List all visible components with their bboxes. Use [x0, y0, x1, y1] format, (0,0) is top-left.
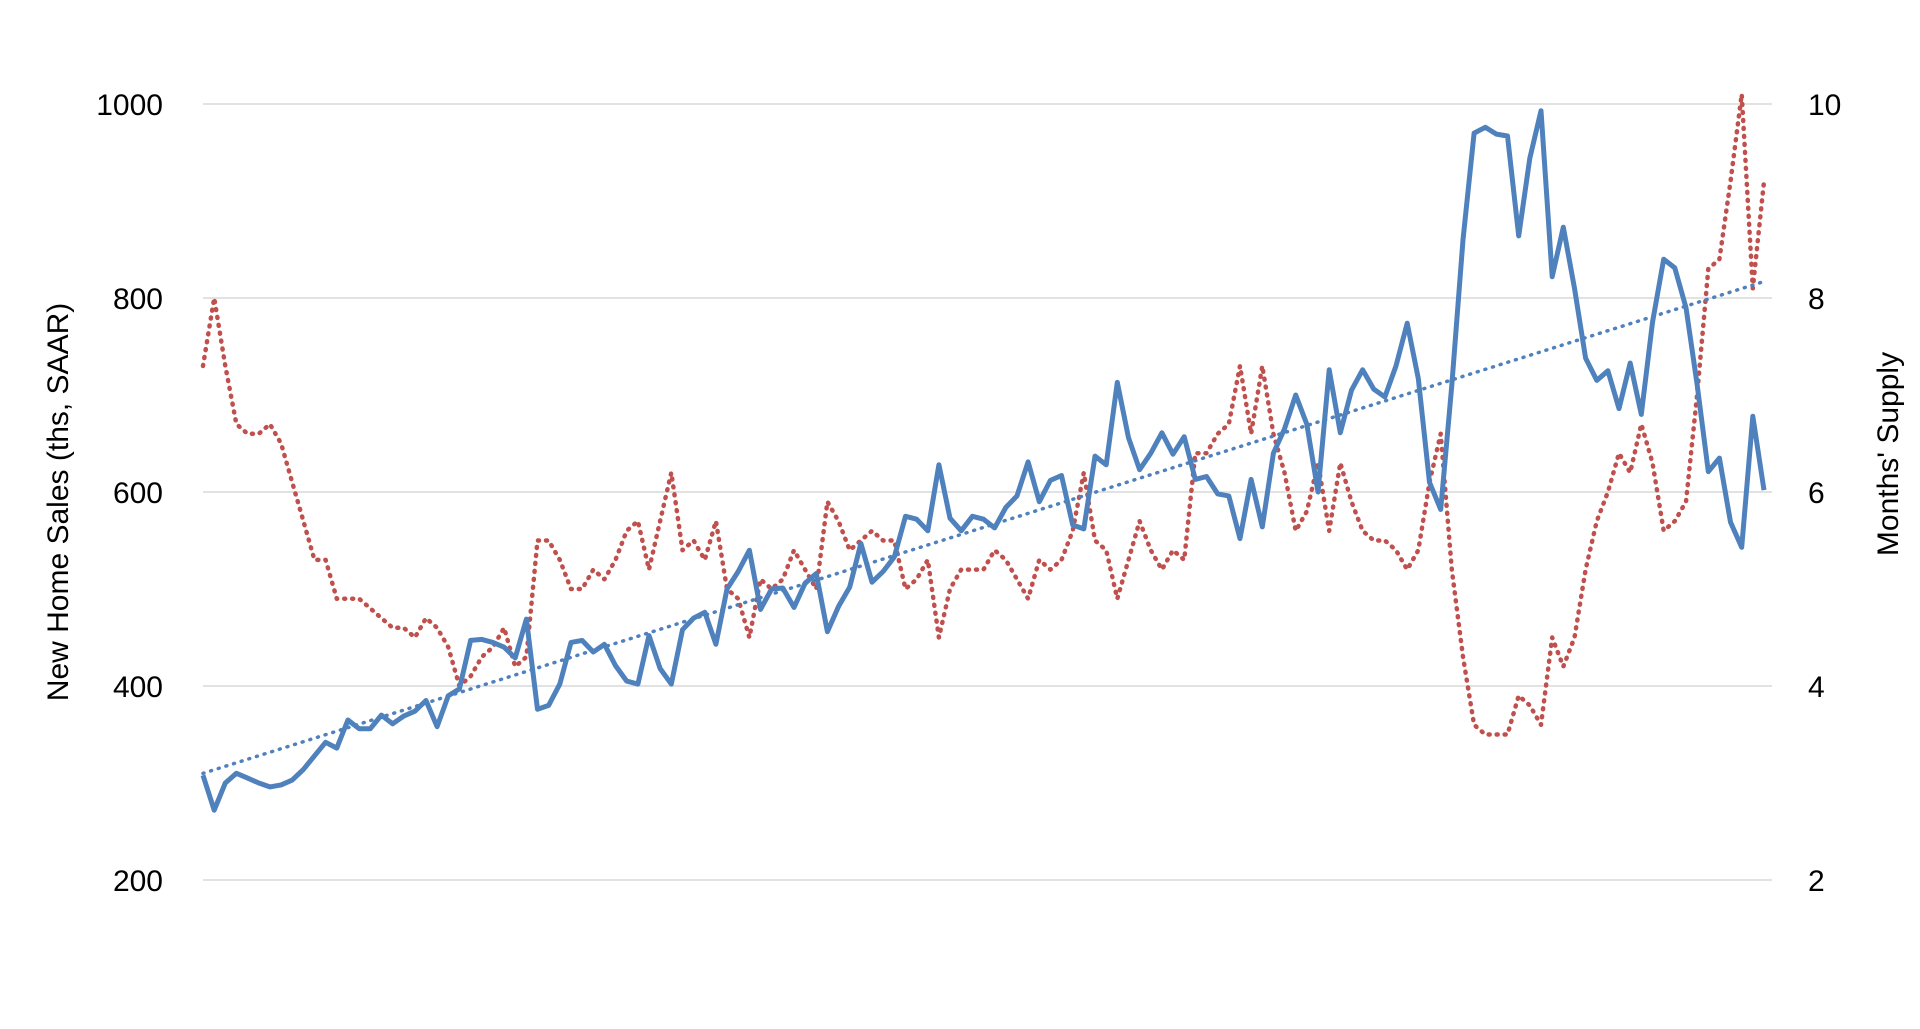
left-axis-tick-labels: 200 400 600 800 1000	[96, 89, 163, 898]
months-supply-line	[200, 92, 1767, 737]
left-tick-label: 1000	[96, 89, 163, 122]
right-tick-label: 4	[1808, 671, 1825, 704]
left-tick-label: 200	[113, 865, 163, 898]
gridlines	[203, 103, 1772, 881]
left-tick-label: 800	[113, 283, 163, 316]
left-tick-label: 400	[113, 671, 163, 704]
sales-trend-line	[201, 279, 1766, 776]
new-home-sales-line	[200, 108, 1767, 813]
left-axis-title: New Home Sales (ths, SAAR)	[42, 303, 75, 701]
right-tick-label: 2	[1808, 865, 1825, 898]
left-tick-label: 600	[113, 477, 163, 510]
right-tick-label: 6	[1808, 477, 1825, 510]
right-axis-tick-labels: 2 4 6 8 10	[1808, 89, 1841, 898]
right-tick-label: 8	[1808, 283, 1825, 316]
series-lines	[200, 92, 1767, 813]
right-axis-title: Months' Supply	[1872, 352, 1905, 556]
right-tick-label: 10	[1808, 89, 1841, 122]
